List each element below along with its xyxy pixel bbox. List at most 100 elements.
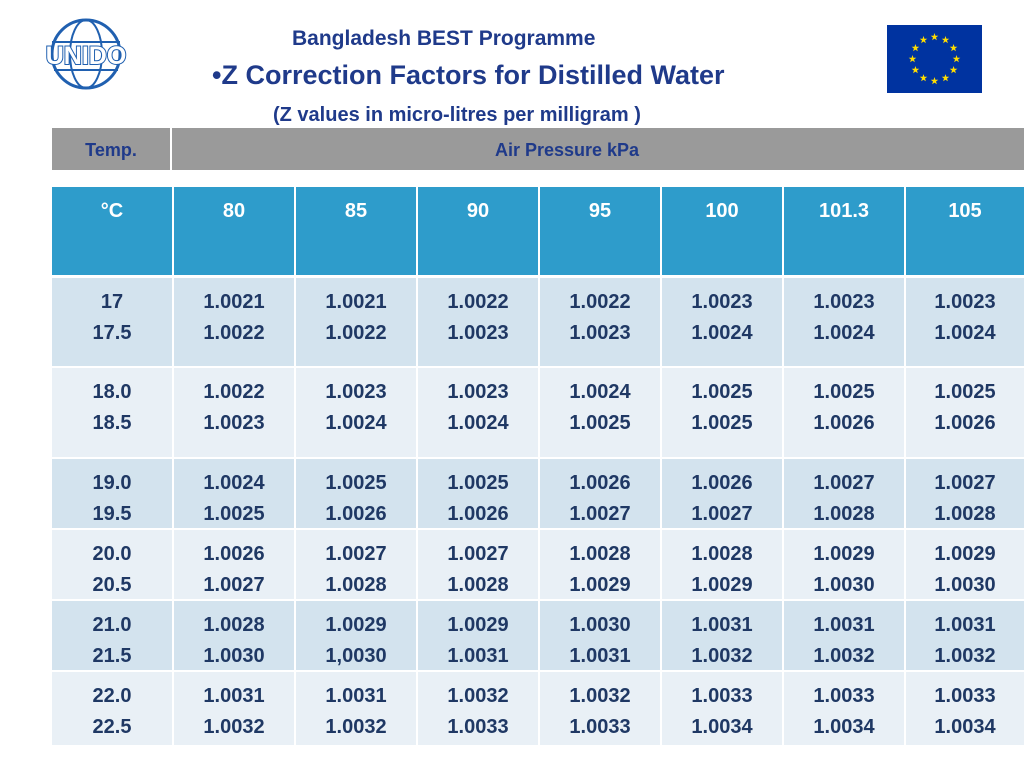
- value-cell: 1.0025 1.0026: [296, 459, 416, 528]
- value-text: 1.0031: [569, 645, 631, 667]
- subtitle: (Z values in micro-litres per milligram …: [273, 104, 641, 126]
- star: [930, 77, 939, 85]
- value-cell: 1.0021 1.0022: [296, 278, 416, 366]
- header-text: 105: [948, 200, 982, 222]
- value-cell: 1.0029 1.0031: [418, 601, 538, 670]
- value-text: 1.0033: [813, 685, 875, 707]
- star: [919, 35, 928, 44]
- header-cell: 95: [540, 187, 660, 275]
- header-text: °C: [100, 200, 124, 222]
- header-cell: 105: [906, 187, 1024, 275]
- value-cell: 1.0023 1.0024: [906, 278, 1024, 366]
- eu-flag: [887, 25, 982, 93]
- value-cell: 1.0027 1.0028: [906, 459, 1024, 528]
- value-text: 1.0027: [813, 472, 875, 494]
- temp-text: 19.0: [92, 472, 132, 494]
- star: [941, 74, 950, 82]
- header-cell: 100: [662, 187, 782, 275]
- header-text: 100: [705, 200, 739, 222]
- unido-logo: UNIDO: [45, 18, 127, 90]
- header-bar: [52, 128, 1024, 170]
- value-text: 1.0026: [447, 503, 509, 525]
- value-text: 1.0024: [691, 322, 753, 344]
- value-cell: 1.0033 1.0034: [784, 672, 904, 745]
- temp-cell: 17 17.5: [52, 278, 172, 366]
- value-text: 1.0022: [203, 381, 265, 403]
- value-text: 1.0025: [691, 381, 753, 403]
- header-text: 90: [466, 200, 490, 222]
- value-text: 1.0023: [934, 291, 996, 313]
- value-text: 1.0027: [691, 503, 753, 525]
- value-text: 1.0026: [325, 503, 387, 525]
- flag-stars: [908, 33, 961, 85]
- value-cell: 1.0023 1.0024: [296, 368, 416, 457]
- value-cell: 1.0033 1.0034: [906, 672, 1024, 745]
- value-text: 1.0030: [813, 574, 875, 596]
- value-text: 1.0027: [934, 472, 996, 494]
- value-cell: 1.0022 1.0023: [540, 278, 660, 366]
- temp-cell: 21.0 21.5: [52, 601, 172, 670]
- temp-text: 20.0: [92, 543, 132, 565]
- value-cell: 1.0030 1.0031: [540, 601, 660, 670]
- value-text: 1.0023: [447, 322, 509, 344]
- value-text: 1.0024: [325, 412, 387, 434]
- value-text: 1.0023: [447, 381, 509, 403]
- value-text: 1.0028: [569, 543, 631, 565]
- temp-cell: 18.0 18.5: [52, 368, 172, 457]
- value-text: 1.0034: [691, 716, 753, 738]
- value-cell: 1.0029 1.0030: [784, 530, 904, 599]
- value-cell: 1.0021 1.0022: [174, 278, 294, 366]
- value-cell: 1.0023 1.0024: [418, 368, 538, 457]
- value-text: 1.0029: [447, 614, 509, 636]
- value-text: 1.0022: [569, 291, 631, 313]
- value-cell: 1.0025 1.0025: [662, 368, 782, 457]
- star: [908, 55, 917, 63]
- value-cell: 1.0024 1.0025: [174, 459, 294, 528]
- value-text: 1.0021: [325, 291, 387, 313]
- value-text: 1.0025: [934, 381, 996, 403]
- temp-text: 18.0: [92, 381, 132, 403]
- value-text: 1.0033: [934, 685, 996, 707]
- value-cell: 1.0024 1.0025: [540, 368, 660, 457]
- value-text: 1.0033: [447, 716, 509, 738]
- temp-cell: 19.0 19.5: [52, 459, 172, 528]
- star: [941, 35, 950, 44]
- value-text: 1.0025: [691, 412, 753, 434]
- value-text: 1,0030: [325, 645, 387, 667]
- value-text: 1.0032: [203, 716, 265, 738]
- star: [911, 66, 920, 74]
- value-text: 1.0023: [691, 291, 753, 313]
- temp-text: 21.0: [92, 614, 132, 636]
- value-text: 1.0031: [447, 645, 509, 667]
- value-text: 1.0024: [447, 412, 509, 434]
- title: •Z Correction Factors for Distilled Wate…: [212, 60, 725, 90]
- temp-text: 19.5: [92, 503, 132, 525]
- pressure-label: Air Pressure kPa: [494, 140, 640, 160]
- value-text: 1.0021: [203, 291, 265, 313]
- value-text: 1.0029: [691, 574, 753, 596]
- value-cell: 1.0028 1.0029: [540, 530, 660, 599]
- value-text: 1.0032: [934, 645, 996, 667]
- value-text: 1.0032: [691, 645, 753, 667]
- temp-text: 17: [100, 291, 124, 313]
- star: [930, 33, 939, 41]
- value-text: 1.0022: [447, 291, 509, 313]
- value-text: 1.0030: [934, 574, 996, 596]
- temp-text: 17.5: [92, 322, 132, 344]
- temp-cell: 20.0 20.5: [52, 530, 172, 599]
- value-text: 1.0033: [691, 685, 753, 707]
- value-text: 1.0032: [569, 685, 631, 707]
- programme: Bangladesh BEST Programme: [292, 27, 596, 50]
- star: [911, 44, 920, 52]
- value-cell: 1.0033 1.0034: [662, 672, 782, 745]
- header-cell: 85: [296, 187, 416, 275]
- value-cell: 1.0032 1.0033: [540, 672, 660, 745]
- value-text: 1.0031: [203, 685, 265, 707]
- temp-text: 22.0: [92, 685, 132, 707]
- value-text: 1.0031: [934, 614, 996, 636]
- header-text: 85: [344, 200, 368, 222]
- value-cell: 1.0029 1,0030: [296, 601, 416, 670]
- temp-text: 20.5: [92, 574, 132, 596]
- value-text: 1.0028: [691, 543, 753, 565]
- value-cell: 1.0022 1.0023: [418, 278, 538, 366]
